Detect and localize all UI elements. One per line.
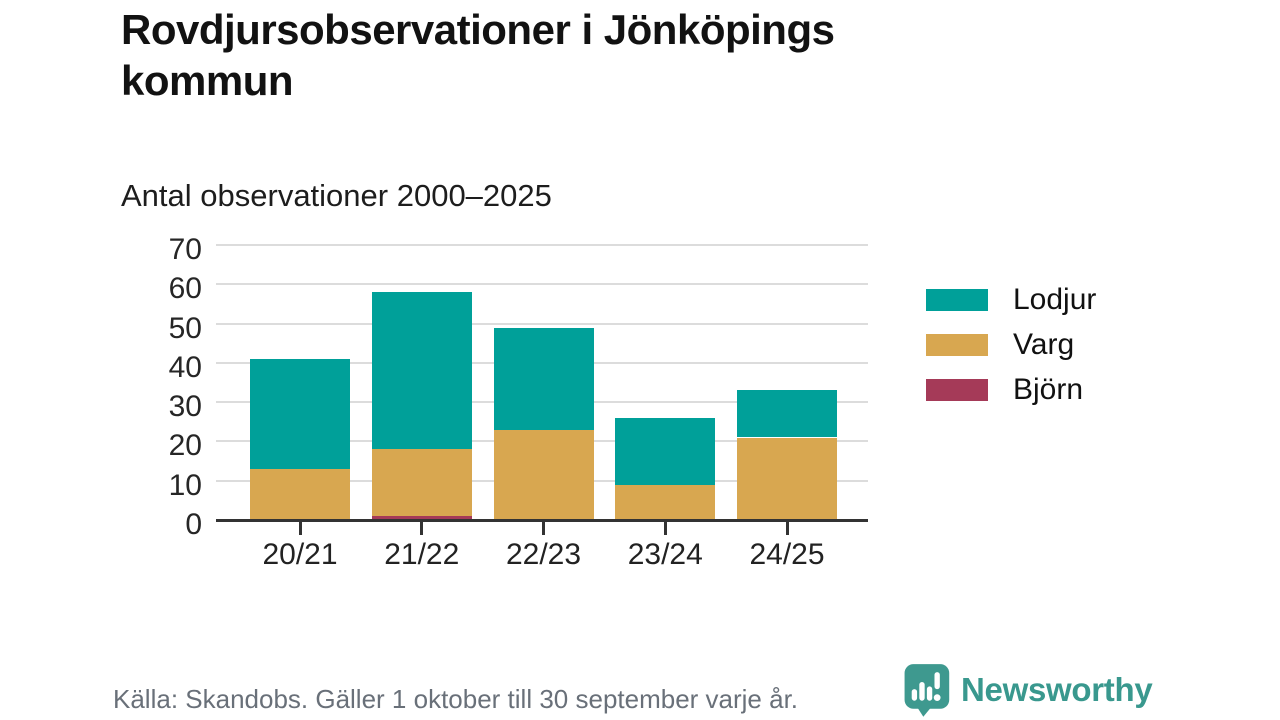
legend-item-lodjur: Lodjur [926,283,1096,317]
x-axis-line [216,518,868,522]
legend-label-lodjur: Lodjur [1013,283,1097,316]
legend-item-varg: Varg [926,328,1074,362]
y-axis-label-30: 30 [168,390,202,424]
x-axis-label-23/24: 23/24 [627,538,703,571]
x-axis-tick-23/24 [663,521,667,535]
gridline-60 [216,283,868,286]
bar-segment-lodjur-24/25 [737,390,837,438]
y-axis-label-70: 70 [168,233,202,266]
y-axis-label-60: 60 [168,272,202,306]
gridline-70 [216,244,868,246]
bar-segment-lodjur-23/24 [615,417,716,485]
chart-subtitle: Antal observationer 2000–2025 [121,178,552,213]
bar-segment-varg-23/24 [615,484,716,520]
x-axis-label-22/23: 22/23 [505,538,582,571]
legend-label-björn: Björn [1013,373,1084,406]
x-axis-label-24/25: 24/25 [749,538,825,571]
x-axis-tick-24/25 [785,521,789,535]
bar-segment-lodjur-21/22 [371,292,472,450]
newsworthy-logo-icon [904,664,950,717]
legend-item-björn: Björn [926,373,1083,407]
newsworthy-logo: Newsworthy [901,662,1153,718]
legend-swatch-lodjur [926,289,988,311]
y-axis-label-0: 0 [185,508,202,541]
y-axis-label-10: 10 [168,468,202,502]
x-axis-label-20/21: 20/21 [262,538,338,571]
bar-segment-lodjur-22/23 [493,327,594,430]
y-axis-label-50: 50 [168,311,202,345]
legend-swatch-varg [926,334,988,356]
x-axis-tick-22/23 [542,521,545,535]
y-axis-label-20: 20 [168,429,202,463]
bar-segment-lodjur-20/21 [250,358,350,469]
newsworthy-logo-text: Newsworthy [961,671,1153,708]
source-note: Källa: Skandobs. Gäller 1 oktober till 3… [113,684,799,714]
legend-label-varg: Varg [1013,328,1075,361]
chart-title: Rovdjursobservationer i Jönköpings kommun [121,4,1041,106]
x-axis-label-21/22: 21/22 [384,538,460,571]
chart-title-line1: Rovdjursobservationer i Jönköpings [121,6,835,53]
legend-swatch-björn [926,379,988,401]
x-axis-tick-20/21 [298,521,302,535]
chart-title-line2: kommun [121,57,294,104]
bar-segment-björn-21/22 [371,516,472,520]
y-axis-label-40: 40 [168,350,202,384]
bar-segment-varg-24/25 [737,437,837,520]
bar-segment-varg-21/22 [371,449,472,517]
gridline-50 [216,322,868,325]
x-axis-tick-21/22 [420,521,424,535]
bar-segment-varg-22/23 [493,429,594,520]
bar-segment-varg-20/21 [250,468,350,520]
